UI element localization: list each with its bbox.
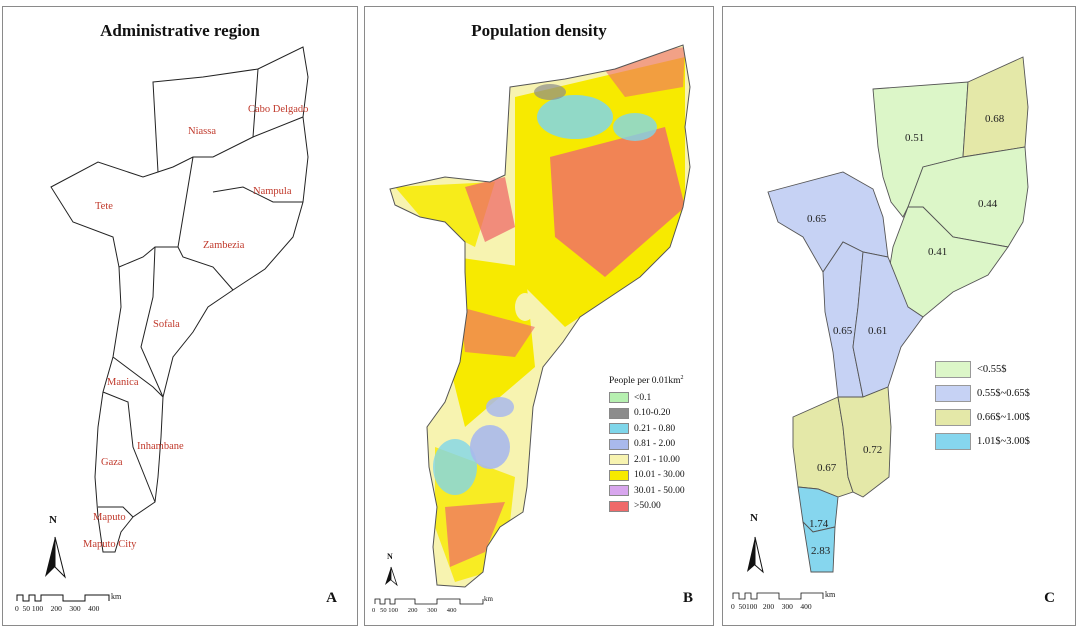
region-sofala bbox=[852, 251, 924, 398]
legend-swatch bbox=[609, 485, 629, 497]
legend-item: 0.21 - 0.80 bbox=[609, 421, 685, 437]
density-legend: People per 0.01km2 <0.1 0.10-0.20 0.21 - 0… bbox=[609, 375, 685, 514]
panel-a-title: Administrative region bbox=[100, 21, 260, 40]
density-map bbox=[374, 44, 691, 605]
panel-c-label: C bbox=[1044, 590, 1055, 606]
value-maputo-city: 2.83 bbox=[811, 545, 831, 557]
value-zambezia: 0.41 bbox=[928, 246, 947, 258]
legend-item: 10.01 - 30.00 bbox=[609, 468, 685, 484]
value-gaza: 0.67 bbox=[817, 462, 837, 474]
region-label-zambezia: Zambezia bbox=[203, 240, 245, 251]
admin-map: Niassa Cabo Delgado Nampula Tete Zambezi… bbox=[16, 46, 309, 602]
legend-item: <0.55$ bbox=[935, 357, 1030, 381]
legend-label: 30.01 - 50.00 bbox=[634, 485, 685, 496]
scale-bar bbox=[16, 594, 110, 602]
scale-unit: km bbox=[111, 592, 122, 601]
panel-administrative-region: Administrative region Niassa Cabo Delgad… bbox=[2, 6, 358, 626]
region-inhambane bbox=[837, 386, 892, 498]
legend-label: 0.10-0.20 bbox=[634, 408, 671, 419]
scale-unit: km bbox=[825, 590, 836, 599]
legend-title: People per 0.01km2 bbox=[609, 375, 684, 387]
value-maputo: 1.74 bbox=[809, 518, 829, 530]
region-label-tete: Tete bbox=[95, 201, 113, 212]
legend-swatch bbox=[935, 432, 971, 450]
legend-swatch bbox=[609, 454, 629, 466]
region-label-sofala: Sofala bbox=[153, 319, 180, 330]
value-map: 0.51 0.68 0.44 0.41 0.65 0.65 0.61 0.67 … bbox=[732, 56, 1029, 600]
country-outline bbox=[50, 46, 309, 553]
legend-label: 0.21 - 0.80 bbox=[634, 423, 676, 434]
value-inhambane: 0.72 bbox=[863, 444, 882, 456]
legend-swatch bbox=[609, 469, 629, 481]
legend-item: 2.01 - 10.00 bbox=[609, 452, 685, 468]
legend-label: 0.81 - 2.00 bbox=[634, 439, 676, 450]
legend-item: 30.01 - 50.00 bbox=[609, 483, 685, 499]
region-label-maputo-city: Maputo City bbox=[83, 539, 137, 550]
legend-label: 10.01 - 30.00 bbox=[634, 470, 685, 481]
legend-item: 0.10-0.20 bbox=[609, 406, 685, 422]
scale-bar bbox=[732, 592, 824, 600]
panel-b-title: Population density bbox=[471, 21, 607, 40]
scale-bar bbox=[374, 598, 484, 605]
legend-swatch bbox=[935, 360, 971, 378]
region-label-maputo: Maputo bbox=[93, 512, 126, 523]
value-manica: 0.65 bbox=[833, 325, 853, 337]
panel-population-density: Population density bbox=[364, 6, 714, 626]
value-niassa: 0.51 bbox=[905, 132, 924, 144]
region-label-cabo-delgado: Cabo Delgado bbox=[248, 104, 308, 115]
legend-item: 0.81 - 2.00 bbox=[609, 437, 685, 453]
legend-swatch bbox=[609, 407, 629, 419]
region-maputo-city bbox=[802, 520, 836, 573]
region-label-nampula: Nampula bbox=[253, 186, 292, 197]
legend-label: 0.55$~0.65$ bbox=[977, 387, 1030, 399]
legend-swatch bbox=[609, 500, 629, 512]
value-tete: 0.65 bbox=[807, 213, 827, 225]
north-label: N bbox=[750, 512, 758, 524]
legend-item: 0.55$~0.65$ bbox=[935, 381, 1030, 405]
north-label: N bbox=[387, 552, 393, 561]
scale-ticks: 0 50 100 200 300 400 bbox=[372, 607, 457, 614]
scale-unit: km bbox=[484, 595, 493, 603]
legend-swatch bbox=[935, 384, 971, 402]
legend-swatch bbox=[935, 408, 971, 426]
region-label-gaza: Gaza bbox=[101, 457, 123, 468]
panel-region-values: 0.51 0.68 0.44 0.41 0.65 0.65 0.61 0.67 … bbox=[722, 6, 1076, 626]
legend-item: <0.1 bbox=[609, 390, 685, 406]
north-arrow-icon bbox=[45, 536, 66, 579]
legend-label: 0.66$~1.00$ bbox=[977, 411, 1030, 423]
legend-item: >50.00 bbox=[609, 499, 685, 515]
value-cabo-delgado: 0.68 bbox=[985, 113, 1005, 125]
value-nampula: 0.44 bbox=[978, 198, 998, 210]
panel-a-label: A bbox=[326, 590, 337, 606]
legend-item: 0.66$~1.00$ bbox=[935, 405, 1030, 429]
legend-label: <0.1 bbox=[634, 392, 652, 403]
north-arrow-icon bbox=[385, 566, 398, 587]
legend-swatch bbox=[609, 438, 629, 450]
region-label-manica: Manica bbox=[107, 377, 139, 388]
scale-ticks: 0 50100 200 300 400 bbox=[731, 602, 812, 611]
scale-ticks: 0 50 100 200 300 400 bbox=[15, 604, 100, 613]
north-label: N bbox=[49, 514, 57, 526]
legend-label: <0.55$ bbox=[977, 363, 1007, 375]
region-label-niassa: Niassa bbox=[188, 126, 216, 137]
legend-label: 1.01$~3.00$ bbox=[977, 435, 1030, 447]
legend-item: 1.01$~3.00$ bbox=[935, 429, 1030, 453]
legend-swatch bbox=[609, 392, 629, 404]
value-legend: <0.55$ 0.55$~0.65$ 0.66$~1.00$ 1.01$~3.00$ bbox=[935, 357, 1030, 453]
legend-label: >50.00 bbox=[634, 501, 661, 512]
north-arrow-icon bbox=[747, 536, 764, 574]
value-sofala: 0.61 bbox=[868, 325, 887, 337]
region-label-inhambane: Inhambane bbox=[137, 441, 184, 452]
panel-b-label: B bbox=[682, 590, 693, 606]
region-cabo-delgado bbox=[962, 56, 1029, 158]
legend-label: 2.01 - 10.00 bbox=[634, 454, 680, 465]
legend-swatch bbox=[609, 423, 629, 435]
